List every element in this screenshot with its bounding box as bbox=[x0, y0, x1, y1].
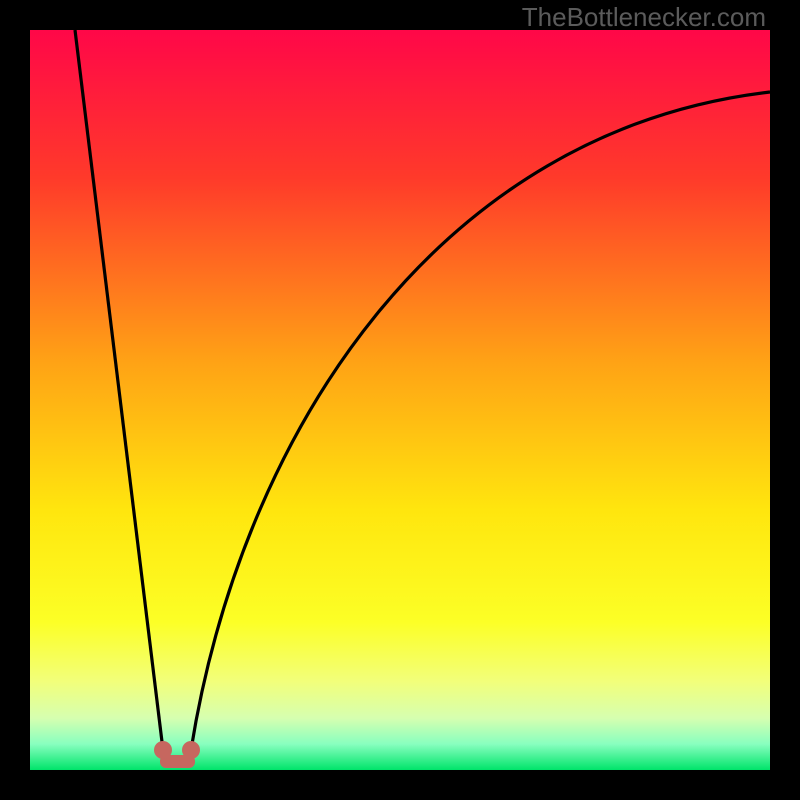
bottleneck-curves bbox=[0, 0, 800, 800]
valley-marker-right bbox=[182, 741, 200, 759]
frame-border-bottom bbox=[0, 770, 800, 800]
frame-border-left bbox=[0, 0, 30, 800]
frame-border-right bbox=[770, 0, 800, 800]
valley-marker-left bbox=[154, 741, 172, 759]
watermark-text: TheBottlenecker.com bbox=[522, 2, 766, 33]
chart-container: TheBottlenecker.com bbox=[0, 0, 800, 800]
